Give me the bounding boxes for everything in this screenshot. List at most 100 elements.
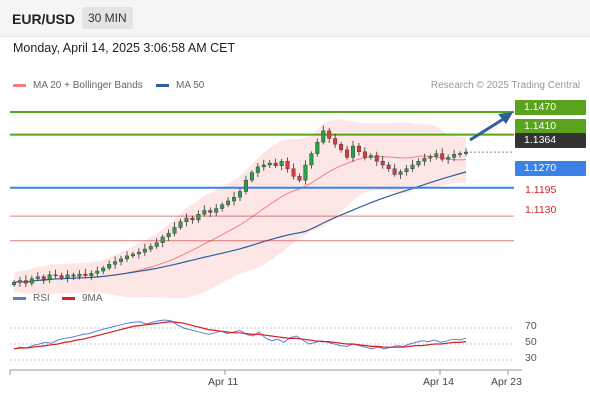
candle-body bbox=[41, 276, 46, 280]
candle-body bbox=[89, 273, 94, 276]
candle-body bbox=[142, 248, 147, 253]
x-tick-label: Apr 11 bbox=[208, 376, 239, 388]
candle-body bbox=[255, 166, 260, 173]
candle-body bbox=[279, 160, 284, 166]
candle-body bbox=[196, 214, 201, 221]
candle-body bbox=[71, 274, 76, 277]
candle-body bbox=[392, 168, 397, 175]
candle-body bbox=[243, 179, 248, 192]
candle-body bbox=[452, 154, 457, 158]
candle-body bbox=[113, 261, 118, 265]
candle-body bbox=[59, 275, 64, 279]
credit-label: Research © 2025 Trading Central bbox=[430, 80, 580, 91]
last-price-tag: 1.1364 bbox=[515, 133, 586, 148]
candle-body bbox=[154, 242, 159, 247]
candle-body bbox=[267, 162, 272, 166]
candle-body bbox=[309, 153, 314, 166]
candle-body bbox=[101, 267, 106, 272]
candle-body bbox=[464, 151, 468, 154]
candle-body bbox=[136, 251, 141, 255]
candle-body bbox=[249, 172, 254, 181]
candle-body bbox=[107, 264, 112, 269]
candle-body bbox=[35, 276, 40, 279]
candle-body bbox=[166, 232, 171, 238]
candle-body bbox=[178, 221, 183, 228]
x-tick-label: Apr 14 bbox=[423, 376, 454, 388]
candle-body bbox=[273, 162, 278, 166]
level-tag-1410: 1.1410 bbox=[515, 119, 586, 134]
candle-body bbox=[422, 157, 427, 162]
forecast-arrow-icon bbox=[469, 116, 506, 142]
datetime-label: Monday, April 14, 2025 3:06:58 AM CET bbox=[13, 41, 236, 55]
chart-header: EUR/USD 30 MIN bbox=[0, 0, 590, 37]
candle-body bbox=[291, 168, 296, 177]
rsi-legend-rsi: RSI bbox=[13, 293, 50, 304]
candle-body bbox=[297, 176, 302, 181]
candle-body bbox=[130, 253, 135, 257]
candle-body bbox=[446, 157, 451, 160]
candle-body bbox=[321, 130, 326, 143]
candle-body bbox=[125, 255, 129, 260]
candle-body bbox=[351, 145, 355, 158]
candle-body bbox=[374, 155, 379, 162]
candle-body bbox=[356, 145, 361, 152]
candle-body bbox=[148, 246, 153, 250]
legend-label: MA 20 + Bollinger Bands bbox=[33, 80, 143, 91]
rsi-tick-50: 50 bbox=[525, 336, 537, 348]
rsi-9ma-line bbox=[13, 320, 467, 350]
candle-body bbox=[47, 274, 52, 280]
candle-body bbox=[261, 164, 266, 168]
candle-body bbox=[315, 142, 320, 154]
rsi-tick-70: 70 bbox=[525, 320, 537, 332]
ma50-line bbox=[13, 171, 467, 284]
candle-body bbox=[160, 236, 165, 243]
candle-body bbox=[362, 151, 367, 158]
bollinger-band bbox=[14, 119, 466, 299]
candle-body bbox=[368, 155, 373, 158]
level-tag-1270: 1.1270 bbox=[515, 161, 586, 176]
candle-body bbox=[339, 143, 344, 151]
candle-body bbox=[208, 210, 213, 213]
candle-body bbox=[303, 164, 308, 181]
candle-body bbox=[184, 217, 189, 223]
candle-body bbox=[428, 156, 433, 159]
timeframe-button[interactable]: 30 MIN bbox=[82, 7, 133, 29]
legend-swatch bbox=[156, 84, 169, 87]
candle-body bbox=[214, 208, 219, 213]
candle-body bbox=[202, 210, 207, 215]
candle-body bbox=[440, 153, 445, 160]
candle-body bbox=[65, 274, 70, 279]
legend-item-ma50: MA 50 bbox=[156, 80, 204, 91]
arrowhead-icon bbox=[498, 112, 513, 124]
level-label-1130: 1.1130 bbox=[525, 204, 557, 216]
rsi-legend-9ma: 9MA bbox=[62, 293, 103, 304]
candle-body bbox=[190, 217, 195, 221]
legend-label: RSI bbox=[33, 293, 50, 304]
candle-body bbox=[410, 164, 415, 169]
x-tick-label: Apr 23 bbox=[491, 376, 522, 388]
candle-body bbox=[398, 171, 403, 175]
candle-body bbox=[380, 160, 385, 166]
candle-body bbox=[285, 160, 290, 169]
candle-body bbox=[434, 153, 439, 157]
candle-body bbox=[83, 273, 88, 276]
candle-body bbox=[232, 196, 237, 202]
level-label-1195: 1.1195 bbox=[525, 184, 557, 196]
candle-body bbox=[172, 227, 177, 234]
rsi-tick-30: 30 bbox=[525, 352, 537, 364]
candle-body bbox=[333, 138, 338, 145]
candle-body bbox=[220, 204, 225, 209]
candle-body bbox=[95, 270, 100, 274]
candle-body bbox=[23, 280, 28, 284]
candle-body bbox=[345, 149, 350, 158]
candle-body bbox=[12, 282, 16, 285]
legend-label: MA 50 bbox=[176, 80, 205, 91]
candle-body bbox=[17, 280, 22, 283]
candle-body bbox=[119, 258, 124, 262]
candle-body bbox=[238, 191, 242, 198]
candle-body bbox=[226, 200, 231, 205]
candle-body bbox=[327, 130, 332, 139]
candle-body bbox=[386, 164, 391, 169]
symbol-label: EUR/USD bbox=[12, 11, 76, 27]
legend-swatch bbox=[13, 84, 26, 87]
